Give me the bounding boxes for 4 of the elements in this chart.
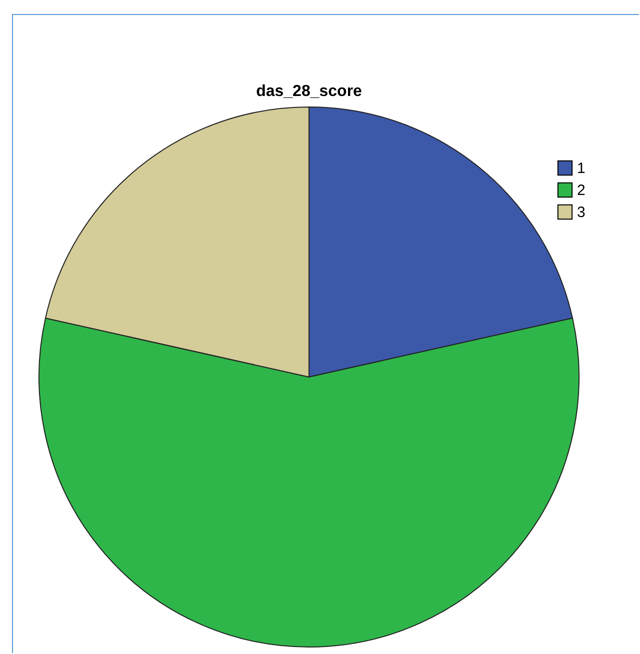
- legend-label: 1: [577, 160, 586, 177]
- legend-label: 3: [577, 204, 586, 221]
- chart-title: das_28_score: [256, 83, 362, 100]
- legend-label: 2: [577, 182, 586, 199]
